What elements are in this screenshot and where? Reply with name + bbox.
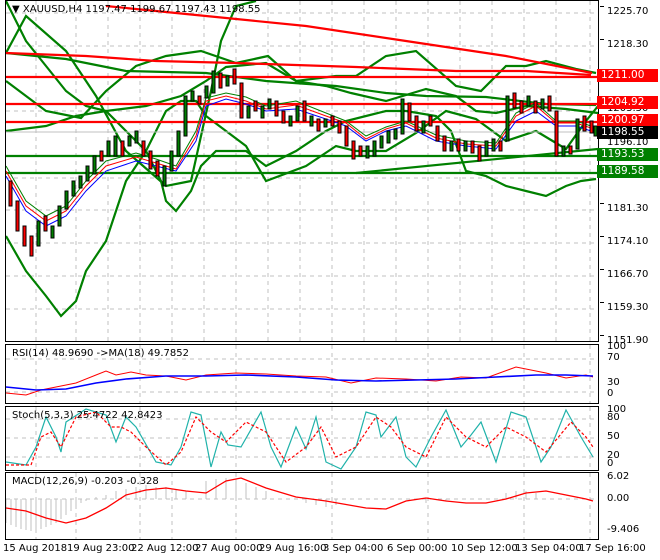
time-tick: 13 Sep 04:00: [515, 543, 582, 554]
price-tick: 1174.10: [607, 236, 649, 247]
time-tick: 19 Aug 23:00: [67, 543, 135, 554]
price-tag-resistance-1: 1211.00: [597, 69, 658, 82]
macd-tick: -9.406: [607, 524, 640, 535]
stoch-tick: 20: [607, 450, 620, 461]
time-tick: 10 Sep 12:00: [451, 543, 518, 554]
price-tick: 1181.30: [607, 203, 649, 214]
time-tick: 3 Sep 04:00: [323, 543, 384, 554]
rsi-canvas: [6, 345, 598, 403]
low-value: 1197.43: [174, 4, 216, 15]
time-tick: 29 Aug 16:00: [259, 543, 327, 554]
price-tick: 1159.30: [607, 302, 649, 313]
macd-tick: 6.02: [607, 471, 630, 482]
price-tag-support-1: 1193.53: [597, 148, 658, 161]
price-tick: 1218.30: [607, 39, 649, 50]
stochastic-label: Stoch(5,3,3) 25.4722 42.8423: [12, 410, 163, 421]
price-tick: 1151.90: [607, 335, 649, 346]
stoch-tick: 100: [607, 404, 627, 415]
time-tick: 15 Aug 2018: [3, 543, 68, 554]
time-tick: 27 Aug 00:00: [195, 543, 263, 554]
time-tick: 6 Sep 00:00: [387, 543, 448, 554]
macd-canvas: [6, 473, 598, 539]
price-tick: 1225.70: [607, 6, 649, 17]
macd-tick: 0.00: [607, 493, 630, 504]
price-tag-resistance-3: 1200.97: [597, 114, 658, 127]
stoch-tick: 0: [607, 458, 614, 469]
rsi-tick: 100: [607, 341, 627, 352]
high-value: 1199.67: [130, 4, 172, 15]
symbol-name: XAUUSD,H4: [22, 4, 83, 15]
macd-label: MACD(12,26,9) -0.203 -0.328: [12, 476, 159, 487]
rsi-pane[interactable]: RSI(14) 48.9690 ->MA(18) 49.7852: [5, 344, 599, 404]
stoch-tick: 50: [607, 431, 620, 442]
price-tag-support-2: 1189.58: [597, 165, 658, 178]
macd-pane[interactable]: MACD(12,26,9) -0.203 -0.328: [5, 472, 599, 540]
stochastic-canvas: [6, 407, 598, 470]
open-value: 1197.47: [85, 4, 127, 15]
dropdown-triangle-icon[interactable]: ▼: [12, 4, 20, 15]
close-value: 1198.55: [219, 4, 261, 15]
price-chart-canvas: [6, 1, 598, 341]
rsi-tick: 30: [607, 377, 620, 388]
time-tick: 22 Aug 12:00: [131, 543, 199, 554]
rsi-label: RSI(14) 48.9690 ->MA(18) 49.7852: [12, 348, 189, 359]
stochastic-pane[interactable]: Stoch(5,3,3) 25.4722 42.8423: [5, 406, 599, 471]
price-chart-pane[interactable]: ▼ XAUUSD,H4 1197.47 1199.67 1197.43 1198…: [5, 0, 599, 342]
price-tick: 1196.10: [607, 137, 649, 148]
symbol-header: ▼ XAUUSD,H4 1197.47 1199.67 1197.43 1198…: [12, 4, 261, 15]
stoch-tick: 80: [607, 412, 620, 423]
time-tick: 17 Sep 16:00: [579, 543, 646, 554]
rsi-tick: 70: [607, 352, 620, 363]
rsi-tick: 0: [607, 388, 614, 399]
price-tag-current: 1198.55: [597, 126, 658, 139]
price-tick: 1166.70: [607, 269, 649, 280]
price-tag-resistance-2: 1204.92: [597, 96, 658, 109]
